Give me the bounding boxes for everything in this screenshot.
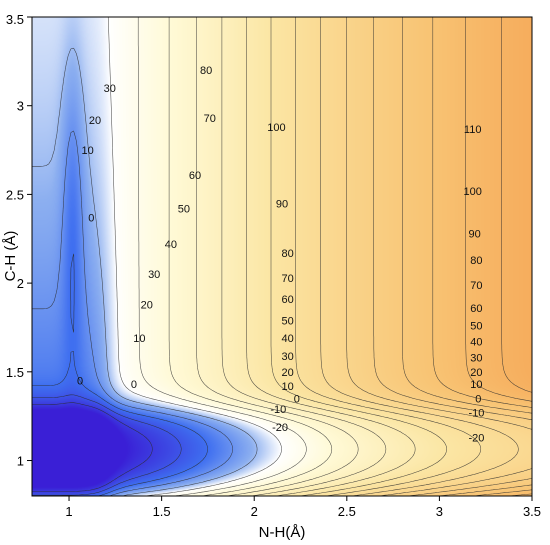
contour-label: 60 — [470, 303, 482, 315]
contour-label: 0 — [475, 393, 481, 405]
contour-label: 10 — [133, 333, 145, 345]
contour-line-25 — [246, 17, 416, 496]
contour-line-10 — [168, 17, 333, 496]
y-tick-label: 2.5 — [6, 187, 24, 202]
contour-label: 90 — [468, 228, 480, 240]
contour-label: -10 — [270, 404, 286, 416]
x-tick-label: 3 — [436, 504, 443, 519]
y-axis: 1 1.5 2 2.5 3 3.5 — [6, 12, 32, 469]
contour-line-45 — [346, 17, 532, 496]
x-tick-label: 1.5 — [153, 504, 171, 519]
contour-label: 50 — [470, 321, 482, 333]
contour-line-neg20 — [32, 394, 182, 496]
y-tick-label: 3.5 — [6, 12, 24, 27]
contour-label: 30 — [281, 351, 293, 363]
x-tick-label: 3.5 — [523, 504, 541, 519]
contour-line-0 — [107, 17, 282, 496]
x-axis-title: N-H(Å) — [259, 524, 306, 541]
contour-label: 10 — [470, 379, 482, 391]
contour-label: 80 — [281, 248, 293, 260]
contour-label: 20 — [470, 367, 482, 379]
contour-line-neg25 — [32, 402, 153, 492]
contour-line-55 — [402, 17, 532, 496]
plot-frame — [31, 16, 533, 497]
contour-label: 80 — [470, 255, 482, 267]
contour-label: 30 — [470, 353, 482, 365]
contour-label: 100 — [267, 122, 285, 134]
x-tick-label: 1 — [65, 504, 72, 519]
contour-label: 0 — [77, 376, 83, 388]
y-tick-label: 1 — [17, 454, 24, 469]
contour-line-neg5 — [32, 47, 258, 496]
contour-label: 20 — [281, 367, 293, 379]
contour-label: 40 — [281, 333, 293, 345]
contour-label: 40 — [165, 239, 177, 251]
x-axis: 1 1.5 2 2.5 3 3.5 — [65, 496, 541, 519]
contour-label: 50 — [178, 204, 190, 216]
x-tick-label: 2 — [251, 504, 258, 519]
contour-label: 10 — [281, 381, 293, 393]
contour-line-40 — [320, 17, 519, 496]
contour-line-neg10 — [32, 130, 233, 496]
contour-line-5 — [137, 17, 307, 496]
contour-label: 10 — [81, 145, 93, 157]
contour-label: 100 — [464, 186, 482, 198]
contour-label: 50 — [281, 315, 293, 327]
contour-line-70 — [501, 17, 532, 393]
contour-label: -20 — [468, 433, 484, 445]
contour-label: 0 — [294, 393, 300, 405]
contour-label: 30 — [148, 269, 160, 281]
x-tick-label: 2.5 — [338, 504, 356, 519]
energy-heatmap — [32, 17, 532, 496]
contour-label: 60 — [281, 294, 293, 306]
contour-line-65 — [465, 17, 532, 496]
contour-label: 20 — [89, 115, 101, 127]
y-tick-label: 1.5 — [6, 365, 24, 380]
contour-label: -20 — [272, 422, 288, 434]
contour-line-50 — [373, 17, 532, 496]
contour-line-20 — [221, 17, 387, 496]
contour-label: 70 — [281, 273, 293, 285]
contour-lines — [32, 17, 532, 496]
y-tick-label: 2 — [17, 276, 24, 291]
contour-label: -10 — [468, 408, 484, 420]
y-tick-label: 3 — [17, 99, 24, 114]
contour-line-60 — [432, 17, 532, 496]
contour-label: 110 — [464, 124, 482, 136]
contour-line-15 — [196, 17, 359, 496]
contour-label: 0 — [88, 213, 94, 225]
contour-label: 80 — [200, 65, 212, 77]
contour-label: 90 — [276, 198, 288, 210]
contour-label: 0 — [131, 379, 137, 391]
contour-label: 20 — [141, 299, 153, 311]
contour-line-35 — [295, 17, 482, 496]
y-axis-title: C-H (Å) — [2, 231, 19, 282]
contour-label: 60 — [189, 170, 201, 182]
contour-label: 40 — [470, 337, 482, 349]
contour-line-neg15 — [32, 253, 208, 496]
contour-label: 30 — [104, 83, 116, 95]
contour-label: 70 — [204, 113, 216, 125]
contour-line-30 — [270, 17, 447, 496]
contour-label: 70 — [470, 280, 482, 292]
